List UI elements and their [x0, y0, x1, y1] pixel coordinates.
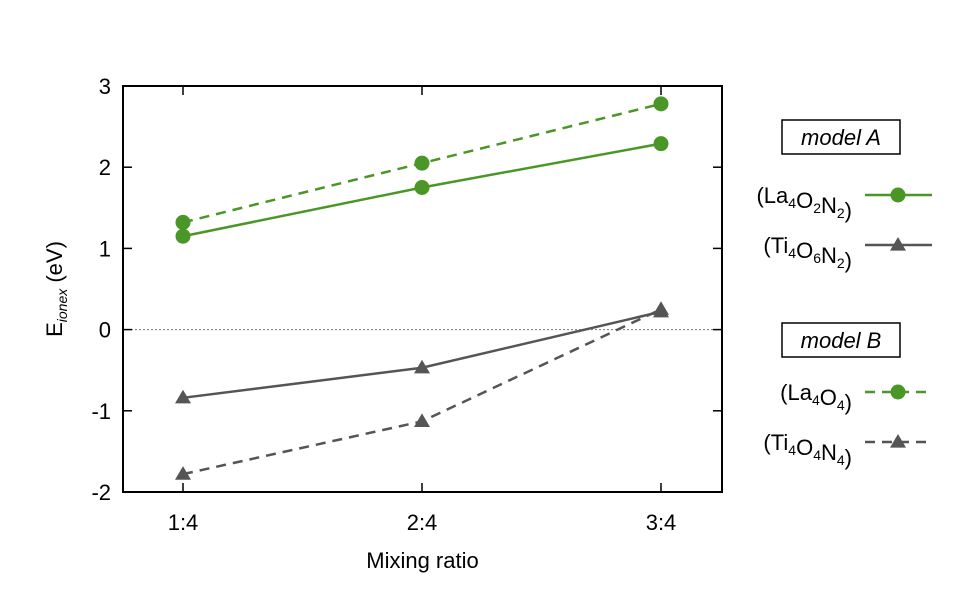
data-point [653, 136, 669, 152]
data-point [414, 413, 430, 427]
series-0 [175, 136, 669, 244]
y-tick-label: 3 [99, 74, 111, 99]
legend-label: (Ti4O6N2) [763, 233, 852, 273]
data-point [653, 96, 669, 112]
tick-layer: 3 2 1 0 -1 -2 1:4 2:4 3:4 [91, 74, 722, 535]
y-axis-label: Eionex (eV) [42, 241, 70, 337]
legend-entry-3: (Ti4O4N4) [763, 430, 932, 470]
plot-frame [122, 85, 723, 493]
series-layer [175, 96, 669, 480]
y-tick-label: -2 [91, 480, 111, 505]
legend-marker [890, 187, 906, 203]
y-axis-label-unit: (eV) [42, 241, 67, 289]
legend-entries: (La4O2N2) (Ti4O6N2) (La4O4) (Ti4O4N4) [756, 183, 932, 470]
legend-model-b-title: model B [801, 328, 882, 353]
y-tick-label: 1 [99, 236, 111, 261]
legend-marker [890, 434, 906, 448]
y-axis-label-main: E [42, 322, 67, 337]
legend-label: (La4O2N2) [756, 183, 852, 223]
data-point [175, 389, 191, 404]
legend-model-a-title: model A [801, 125, 881, 150]
legend-entry-2: (La4O4) [780, 380, 932, 415]
data-point [414, 359, 430, 374]
x-tick-label: 1:4 [168, 510, 199, 535]
legend-model-b-box [781, 322, 901, 358]
data-point [175, 466, 191, 480]
data-point [653, 301, 669, 315]
legend-entry-0: (La4O2N2) [756, 183, 932, 223]
legend: model A model B (La4O2N2) (Ti4O6N2) (La4O4… [756, 119, 932, 470]
x-axis-label: Mixing ratio [366, 548, 478, 573]
y-tick-label: -1 [91, 399, 111, 424]
legend-marker [890, 237, 906, 251]
series-line [182, 308, 662, 476]
series-line [182, 310, 662, 400]
legend-label: (La4O4) [780, 380, 852, 415]
y-tick-label: 0 [99, 318, 111, 343]
data-point [175, 214, 191, 230]
data-point [414, 155, 430, 171]
legend-model-a-box [781, 119, 901, 155]
series-1 [175, 303, 669, 404]
data-point [175, 228, 191, 244]
series-3 [175, 301, 669, 480]
x-tick-label: 3:4 [646, 510, 677, 535]
legend-marker [890, 384, 906, 400]
y-tick-label: 2 [99, 155, 111, 180]
data-point [414, 180, 430, 195]
y-axis-label-sub: ionex [54, 288, 70, 322]
legend-label: (Ti4O4N4) [763, 430, 852, 470]
legend-entry-1: (Ti4O6N2) [763, 233, 932, 273]
series-2 [175, 96, 669, 230]
x-tick-label: 2:4 [407, 510, 438, 535]
